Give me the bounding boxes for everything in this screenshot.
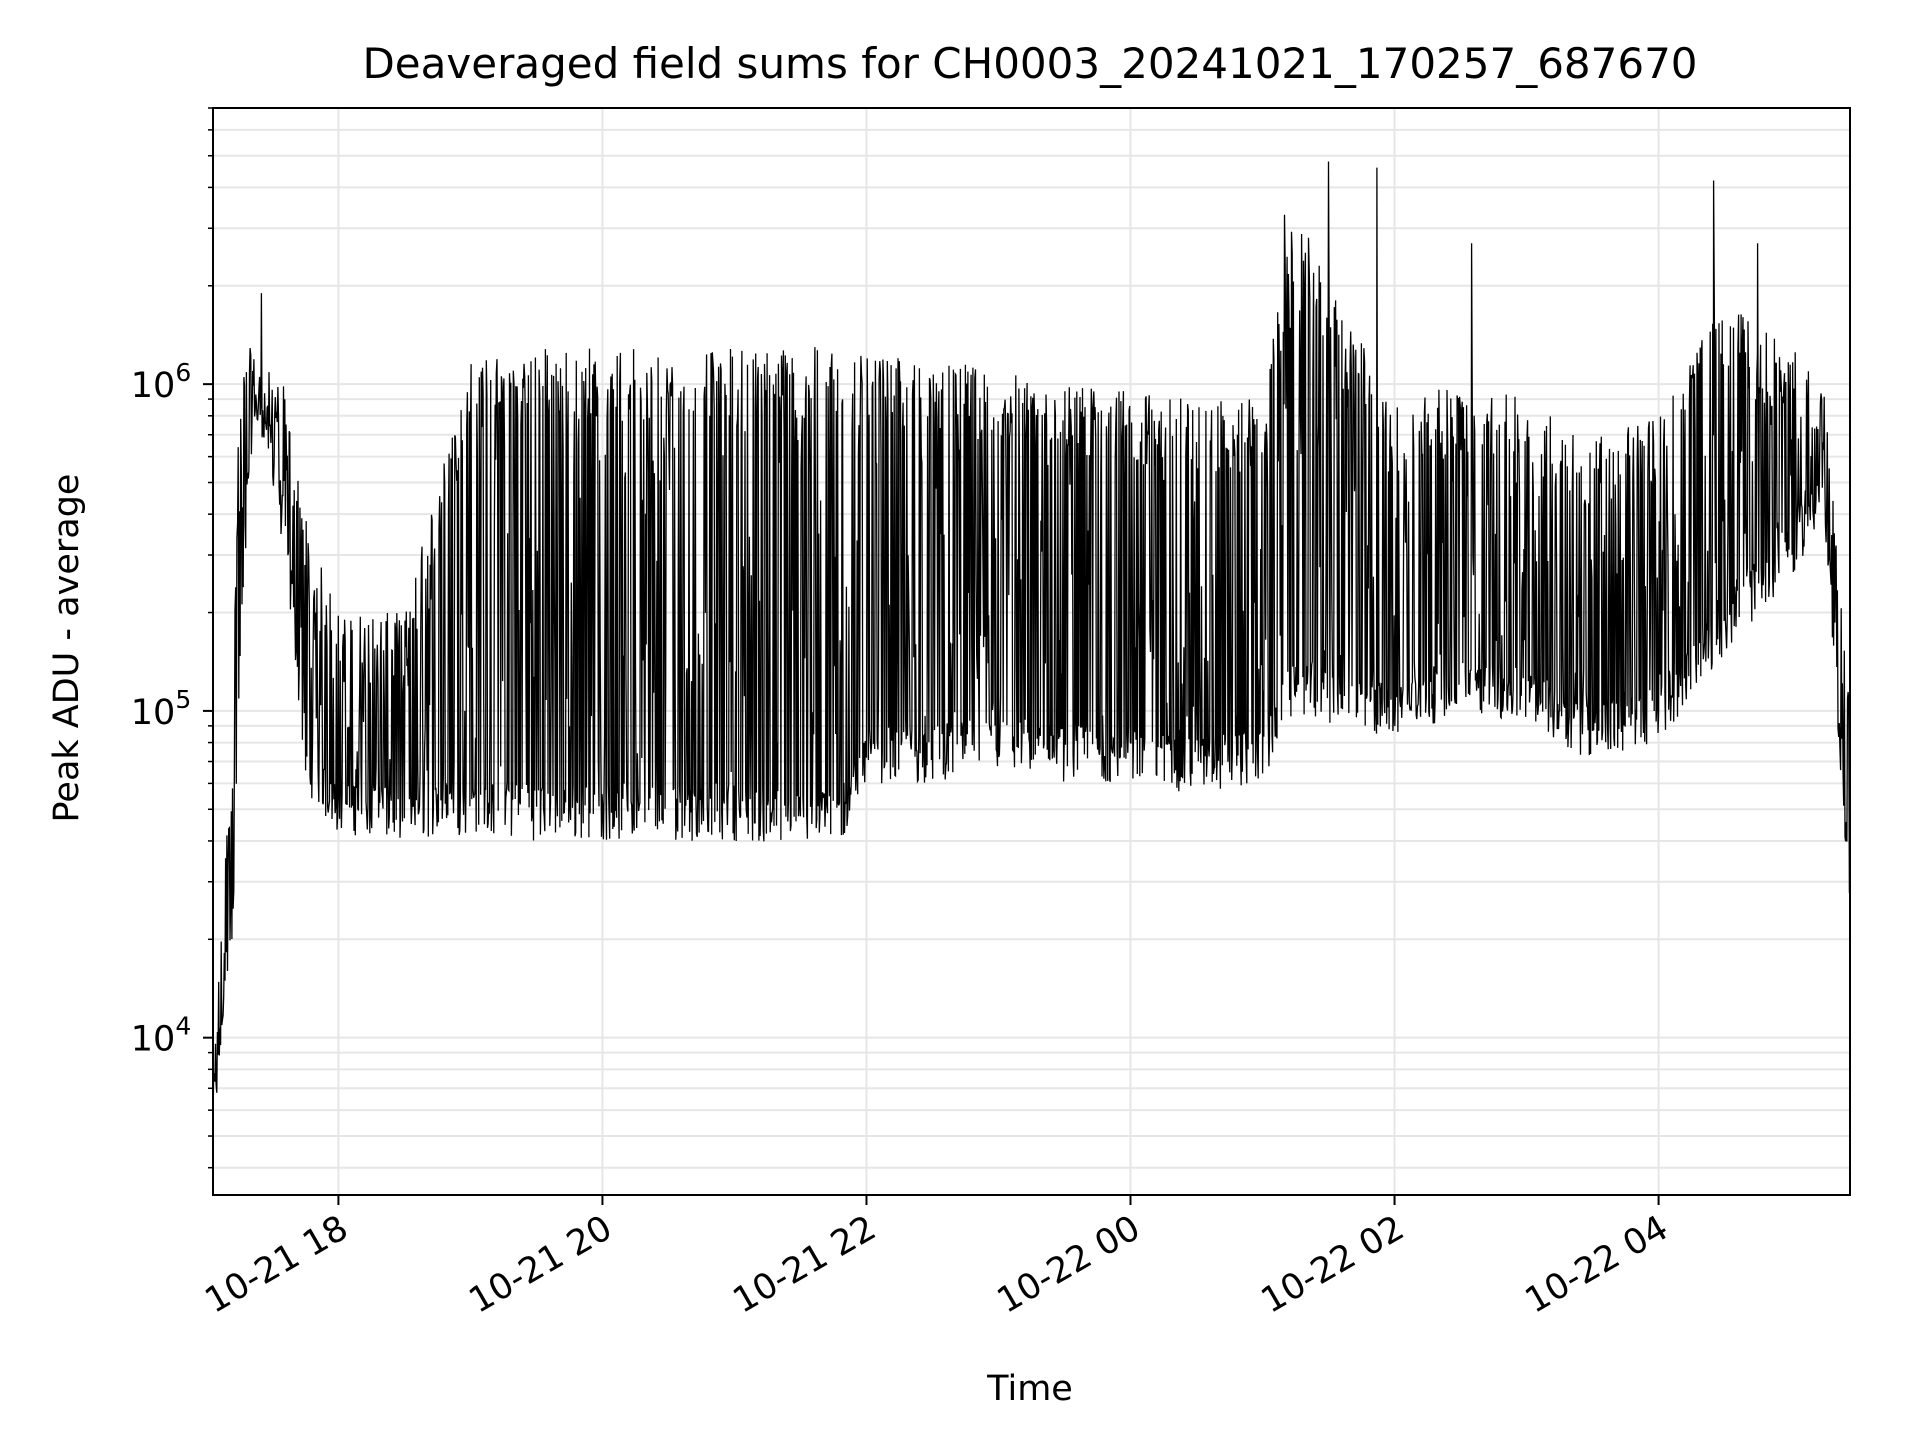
y-tick-label: 106 <box>131 358 191 406</box>
y-axis-label: Peak ADU - average <box>47 474 87 823</box>
y-tick-label: 105 <box>131 685 191 733</box>
series-layer <box>212 161 1851 1135</box>
x-axis-label: Time <box>986 1369 1073 1409</box>
chart-title: Deaveraged field sums for CH0003_2024102… <box>362 39 1697 88</box>
y-axis-ticks: 104 105 106 <box>131 107 213 1169</box>
plot-frame <box>212 107 1851 1196</box>
series-line <box>212 161 1851 1135</box>
y-tick-label: 104 <box>131 1012 191 1060</box>
